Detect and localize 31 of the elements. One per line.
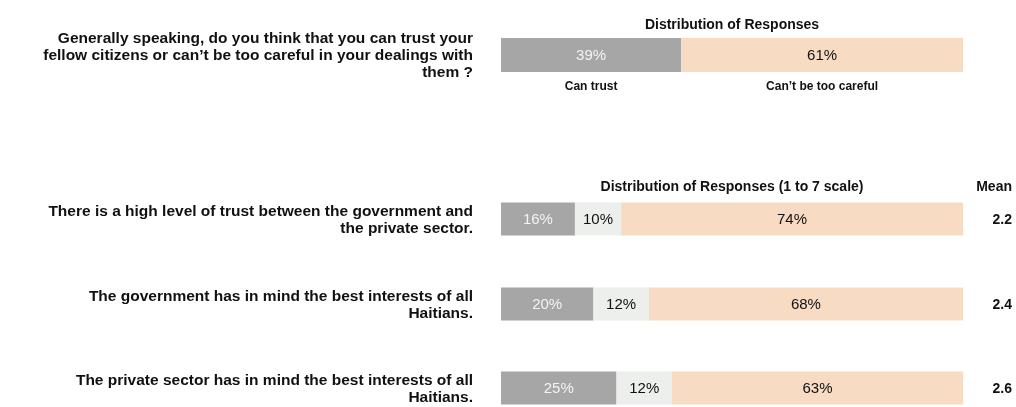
chart-title: Distribution of Responses (1 to 7 scale): [600, 177, 864, 194]
bar: [616, 371, 672, 405]
data-label: 10%: [583, 210, 614, 228]
bar: [621, 202, 963, 236]
y-tick-label: Generally speaking, do you think that you can trust your fellow citizens or can’t be too careful in your dealings with them ?: [43, 29, 473, 81]
series-label: Can trust: [564, 79, 618, 93]
bar: [671, 371, 963, 405]
data-label: 12%: [629, 379, 660, 397]
bar: [501, 202, 575, 236]
bar: [648, 287, 963, 321]
data-label: 68%: [790, 295, 821, 313]
data-label: 16%: [522, 210, 553, 228]
data-label: 20%: [532, 295, 563, 313]
data-label: 12%: [606, 295, 637, 313]
bar: [501, 371, 617, 405]
text: Mean: [976, 177, 1012, 194]
bar: [593, 287, 649, 321]
text: 2.2: [992, 210, 1013, 227]
series-label: Can’t be too careful: [766, 79, 879, 93]
y-tick-label: There is a high level of trust between the government and the private sector.: [48, 201, 473, 236]
data-label: 25%: [543, 379, 574, 397]
data-label: 74%: [777, 210, 808, 228]
text: Distribution of Responses: [644, 15, 820, 32]
data-label: 61%: [807, 46, 838, 64]
data-label: 63%: [802, 379, 833, 397]
y-tick-label: The private sector has in mind the best interests of all Haitians.: [75, 370, 473, 405]
y-tick-label: The government has in mind the best interests of all Haitians.: [88, 286, 473, 321]
text: 2.4: [992, 295, 1013, 312]
bar: [501, 287, 594, 321]
data-label: 39%: [576, 46, 607, 64]
text: 2.6: [992, 379, 1013, 396]
